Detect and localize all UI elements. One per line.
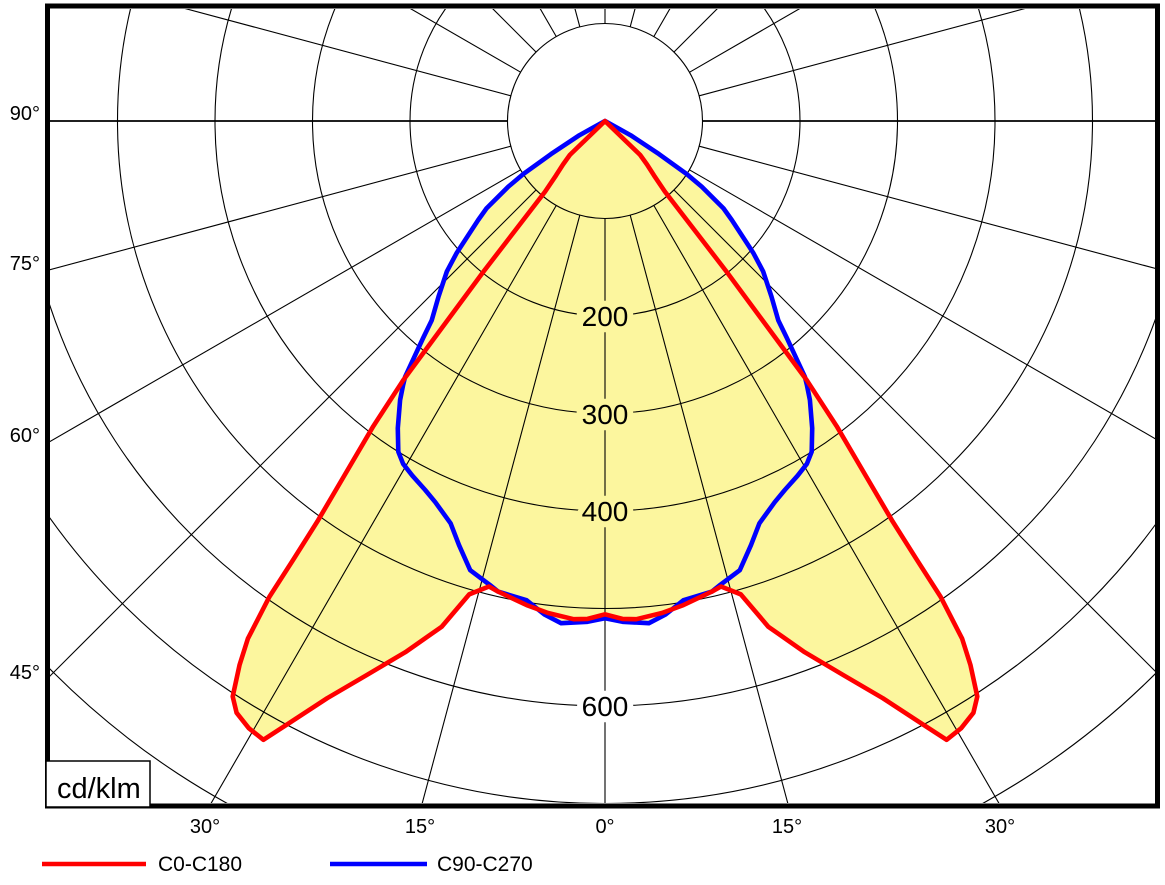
- polar-grid-ray: [629, 215, 789, 803]
- unit-box: cd/klm: [45, 760, 151, 808]
- intensity-curves: [230, 118, 980, 743]
- ring-value-labels: 200 300 400 600: [576, 295, 635, 728]
- polar-grid-ray: [210, 205, 557, 803]
- curve-c0-c180: [230, 118, 980, 743]
- polar-grid-ray: [50, 169, 521, 443]
- polar-grid-ray: [410, 9, 521, 73]
- plot-border: [45, 3, 1160, 809]
- polar-grid-ray: [699, 145, 1155, 269]
- legend-label-c0-c180: C0-C180: [158, 853, 242, 876]
- curve-c90-c270: [395, 118, 815, 626]
- ring-label-600: 600: [582, 691, 629, 722]
- polar-grid-ray: [689, 9, 801, 73]
- bottom-angle-label-15-right: 15°: [772, 816, 802, 838]
- left-angle-label-75: 75°: [10, 253, 40, 275]
- legend: C0-C180 C90-C270: [42, 853, 533, 876]
- bottom-angle-label-30-right: 30°: [985, 816, 1015, 838]
- polar-grid-ray: [653, 205, 1000, 803]
- bottom-angle-label-0: 0°: [595, 816, 614, 838]
- unit-box-frame: [45, 760, 151, 808]
- left-angle-label-60: 60°: [10, 425, 40, 447]
- ring-label-300: 300: [582, 399, 629, 430]
- polar-grid-ray: [673, 189, 1155, 672]
- left-angle-label-45: 45°: [10, 662, 40, 684]
- polar-grid-ray: [50, 189, 537, 677]
- ring-label-200: 200: [582, 301, 629, 332]
- polar-grid-ray: [699, 9, 1026, 97]
- polar-grid-ray: [421, 215, 581, 803]
- polar-grid-ray: [50, 145, 511, 271]
- left-angle-axis: 90° 75° 60° 45°: [10, 103, 40, 684]
- bottom-angle-axis: 30° 15° 0° 15° 30°: [190, 816, 1015, 838]
- polar-grid-ray: [184, 9, 511, 97]
- unit-label: cd/klm: [57, 773, 141, 805]
- polar-grid-ray: [689, 169, 1155, 440]
- bottom-angle-label-30-left: 30°: [190, 816, 220, 838]
- ring-label-400: 400: [582, 496, 629, 527]
- bottom-angle-label-15-left: 15°: [405, 816, 435, 838]
- legend-label-c90-c270: C90-C270: [437, 853, 533, 876]
- left-angle-label-90: 90°: [10, 103, 40, 125]
